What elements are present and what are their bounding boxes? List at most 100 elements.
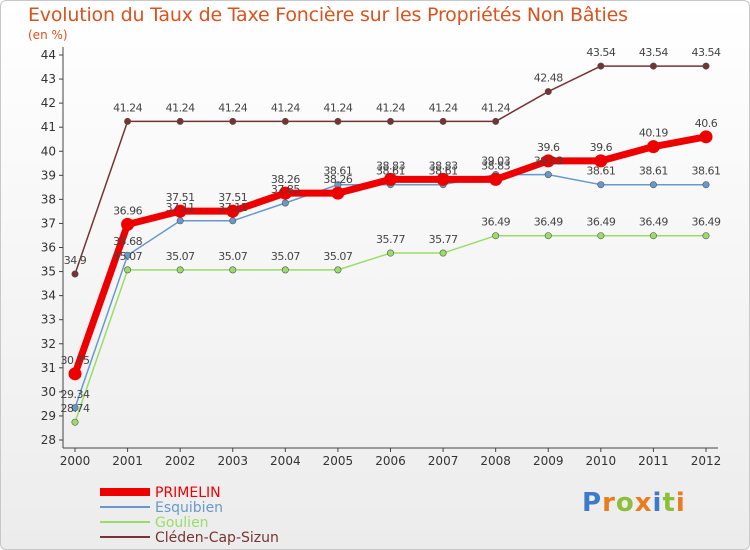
data-label: 36.49 [481,216,510,229]
series-point [597,62,605,70]
series-point [649,62,657,70]
y-tick-label: 29 [41,409,56,423]
series-point [492,232,500,240]
logo-letter: x [634,488,653,518]
data-label: 38.83 [429,159,458,172]
data-label: 29.34 [61,388,90,401]
legend-label: Esquibien [155,500,223,516]
proxiti-logo: Proxiti [582,488,686,518]
series-line-Goulien [74,234,706,423]
series-point [176,266,184,274]
x-tick-label: 2004 [270,454,301,468]
series-point [702,62,710,70]
legend-label: Cléden-Cap-Sizun [155,530,279,546]
x-tick-label: 2011 [638,454,669,468]
series-points [68,62,713,426]
y-tick-label: 38 [41,192,56,206]
data-label: 35.07 [166,250,195,263]
series-point [334,117,342,125]
series-point [646,140,660,154]
data-label: 36.49 [586,216,615,229]
series-point [384,172,397,186]
x-tick-label: 2000 [60,454,91,468]
series-point [71,418,79,426]
y-tick-label: 28 [41,433,56,447]
chart-axes [59,47,718,452]
legend-label: PRIMELIN [155,485,221,501]
x-tick-label: 2012 [691,454,722,468]
data-label: 41.24 [218,101,247,114]
series-point [281,199,289,207]
data-label: 35.07 [271,250,300,263]
x-tick-label: 2006 [375,454,406,468]
data-label: 38.61 [376,165,405,178]
data-label: 36.49 [692,216,721,229]
x-tick-label: 2005 [323,454,354,468]
x-tick-label: 2009 [533,454,564,468]
series-point [597,181,605,189]
series-point [173,204,187,218]
series-point [124,266,132,274]
data-label: 43.54 [639,46,668,59]
data-label: 38.61 [323,165,352,178]
y-tick-label: 37 [41,216,56,230]
series-point [436,172,450,186]
data-label: 35.07 [113,250,142,263]
data-label: 43.54 [692,46,721,59]
series-point [334,266,342,274]
data-label: 38.26 [271,173,300,186]
series-point [649,232,657,240]
data-label: 42.48 [534,72,563,85]
data-label: 43.54 [586,46,615,59]
series-point [71,270,79,278]
data-label: 35.07 [323,250,352,263]
y-tick-label: 36 [41,241,56,255]
series-point [386,117,394,125]
data-label: 36.96 [113,204,142,217]
chart-unit-label: (en %) [28,28,68,42]
series-point [176,217,184,225]
data-label: 41.24 [113,101,142,114]
y-tick-label: 44 [41,48,56,62]
series-point [281,266,289,274]
data-label: 36.49 [534,216,563,229]
series-point [331,186,345,200]
logo-letter: t [662,488,676,518]
series-point [229,266,237,274]
data-labels: 34.9 41.24 41.24 41.24 41.24 41.24 41.24 41.24 4… [61,46,722,415]
y-tick-label: 32 [41,337,56,351]
logo-letter: o [615,488,635,518]
series-point [386,249,394,257]
data-label: 35.77 [429,233,458,246]
series-point [544,88,552,96]
logo-letter: i [675,488,686,518]
data-label: 36.49 [639,216,668,229]
series-point [229,117,237,125]
data-label: 39.03 [481,155,510,168]
series-point [281,117,289,125]
data-label: 37.11 [218,201,247,214]
series-point [71,404,79,412]
data-label: 40.19 [639,127,668,140]
data-label: 37.51 [166,191,195,204]
data-label: 39.6 [537,141,560,154]
series-point [278,186,292,200]
y-tick-label: 35 [41,265,56,279]
data-label: 39.6 [590,141,613,154]
y-tick-label: 34 [41,289,56,303]
y-tick-label: 31 [41,361,56,375]
x-tick-label: 2008 [480,454,511,468]
data-label: 37.85 [271,183,300,196]
logo-letter: P [582,488,603,518]
chart-title: Evolution du Taux de Taxe Foncière sur l… [28,4,628,26]
y-tick-label: 41 [41,120,56,134]
data-label: 38.61 [639,165,668,178]
legend-label: Goulien [155,515,209,531]
y-tick-label: 43 [41,72,56,86]
series-point [439,117,447,125]
data-label: 37.11 [166,201,195,214]
logo-letter: i [652,488,663,518]
x-tick-label: 2010 [586,454,617,468]
data-label: 38.61 [429,165,458,178]
